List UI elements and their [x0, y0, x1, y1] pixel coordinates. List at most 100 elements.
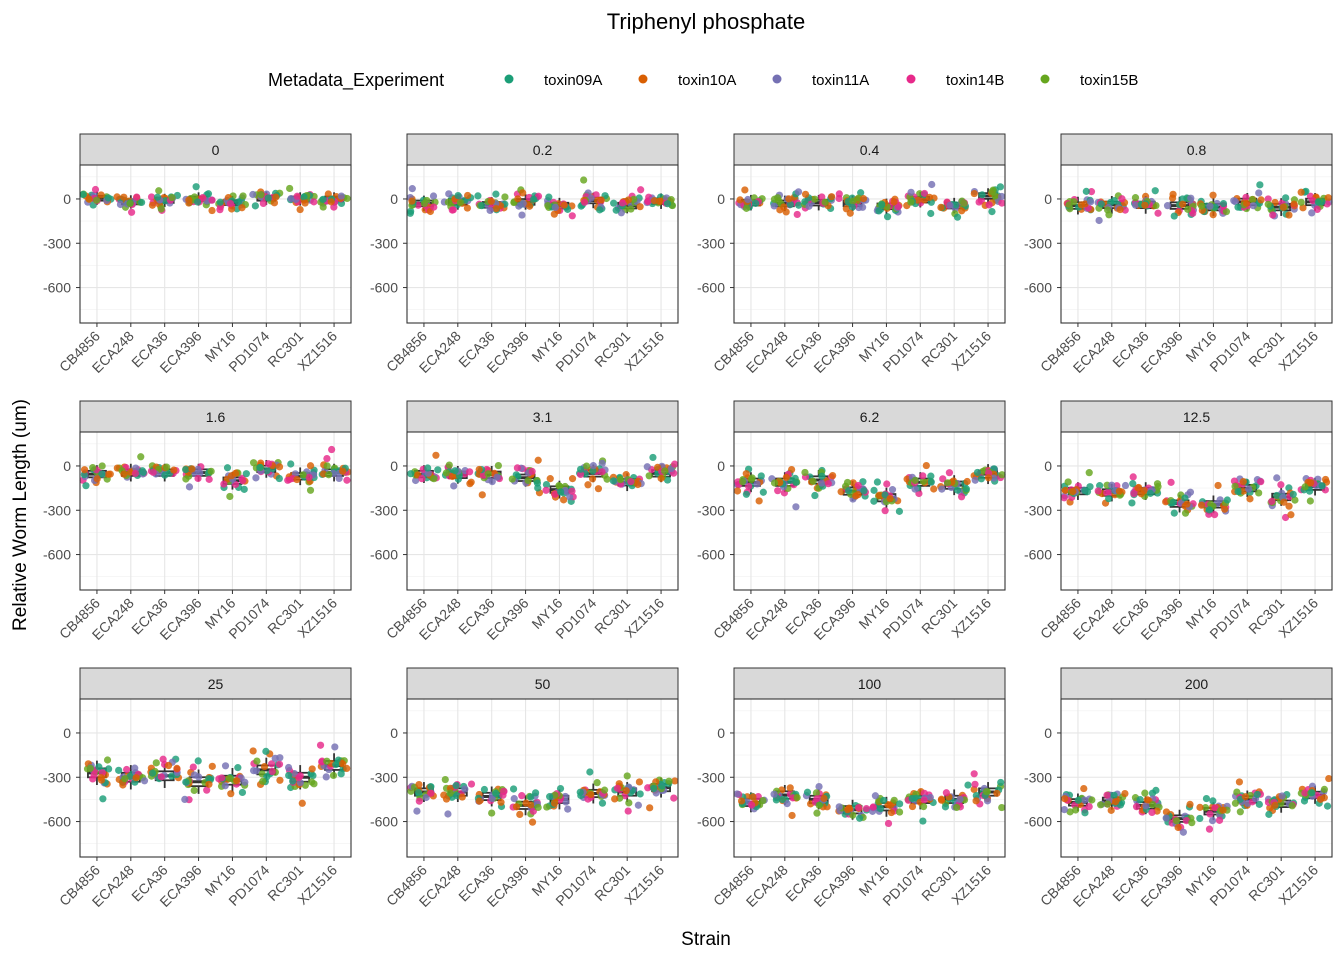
data-point — [817, 479, 826, 487]
data-point — [1103, 800, 1112, 808]
points-CB4856 — [733, 790, 768, 813]
panel-background — [407, 432, 678, 590]
data-point — [478, 491, 486, 499]
points-ECA248 — [770, 188, 803, 219]
data-point — [580, 198, 589, 206]
data-point — [208, 196, 216, 204]
points-ECA396 — [1163, 190, 1198, 220]
data-point — [90, 771, 98, 779]
panel-background — [80, 432, 351, 590]
data-point — [911, 476, 919, 484]
data-point — [1234, 203, 1242, 211]
data-point — [770, 479, 779, 487]
data-point — [586, 768, 594, 776]
data-point — [205, 780, 213, 788]
data-point — [475, 465, 483, 474]
data-point — [430, 203, 438, 211]
data-point — [545, 193, 553, 201]
data-point — [972, 797, 980, 805]
data-point — [1265, 810, 1273, 818]
data-point — [1130, 489, 1138, 498]
data-point — [1231, 482, 1239, 490]
data-point — [801, 468, 809, 477]
data-point — [1300, 797, 1309, 805]
data-point — [159, 755, 167, 763]
data-point — [600, 786, 609, 794]
data-point — [1121, 481, 1130, 490]
facet-strip — [733, 667, 1006, 700]
data-point — [937, 203, 945, 212]
facet-strip-label: 50 — [535, 676, 551, 692]
data-point — [1163, 202, 1172, 210]
data-point — [646, 804, 654, 812]
y-tick-label: 0 — [717, 458, 725, 474]
data-point — [484, 470, 492, 478]
data-point — [296, 205, 304, 214]
data-point — [624, 196, 633, 204]
data-point — [126, 200, 134, 208]
data-point — [809, 477, 817, 485]
data-point — [190, 786, 198, 795]
facet-panel-200: 2000-300-600CB4856ECA248ECA36ECA396MY16P… — [1024, 667, 1333, 910]
data-point — [450, 482, 458, 490]
data-point — [876, 805, 885, 813]
data-point — [1242, 193, 1250, 201]
points-ECA36 — [1130, 187, 1162, 217]
data-point — [442, 469, 450, 477]
data-point — [945, 469, 954, 477]
data-point — [531, 789, 540, 797]
data-point — [446, 789, 454, 797]
data-point — [975, 198, 983, 206]
data-point — [603, 475, 611, 483]
legend-key — [906, 74, 916, 84]
data-point — [998, 192, 1006, 201]
points-MY16 — [873, 195, 903, 221]
points-RC301 — [1264, 194, 1299, 220]
panel-border — [79, 431, 352, 591]
data-point — [946, 201, 954, 209]
data-point — [920, 796, 928, 804]
data-point — [1264, 195, 1272, 203]
data-point — [1241, 793, 1249, 801]
data-point — [95, 763, 103, 771]
data-point — [1174, 823, 1182, 832]
data-point — [343, 764, 351, 773]
facet-panel-0.2: 0.20-300-600CB4856ECA248ECA36ECA396MY16P… — [370, 133, 679, 376]
data-point — [1219, 806, 1227, 814]
data-point — [293, 192, 301, 200]
data-point — [148, 769, 157, 777]
data-point — [497, 798, 505, 806]
y-tick-label: 0 — [1044, 458, 1052, 474]
data-point — [894, 202, 902, 211]
chart-title: Triphenyl phosphate — [607, 9, 806, 34]
data-point — [148, 201, 157, 209]
data-point — [824, 480, 832, 488]
y-tick-label: 0 — [63, 191, 71, 207]
points-ECA36 — [801, 466, 837, 500]
data-point — [1245, 485, 1253, 493]
points-MY16 — [1196, 794, 1231, 833]
points-RC301 — [284, 460, 318, 494]
data-point — [194, 474, 202, 483]
legend-title: Metadata_Experiment — [268, 70, 444, 91]
data-point — [1103, 489, 1111, 497]
data-point — [879, 796, 888, 805]
data-point — [1080, 784, 1088, 793]
points-ECA36 — [474, 190, 509, 215]
data-point — [818, 472, 826, 480]
data-point — [251, 202, 259, 210]
data-point — [742, 470, 750, 478]
y-tick-label: -600 — [43, 814, 71, 830]
points-ECA396 — [837, 478, 869, 503]
points-ECA36 — [1131, 786, 1163, 817]
data-point — [1198, 202, 1206, 210]
points-ECA36 — [801, 190, 836, 213]
data-point — [927, 478, 935, 486]
data-point — [919, 472, 927, 480]
data-point — [859, 195, 868, 203]
facet-panel-0.8: 0.80-300-600CB4856ECA248ECA36ECA396MY16P… — [1024, 133, 1333, 376]
legend-item-toxin10A: toxin10A — [638, 72, 736, 89]
points-CB4856 — [79, 462, 114, 490]
data-point — [792, 503, 800, 511]
data-point — [650, 197, 658, 205]
